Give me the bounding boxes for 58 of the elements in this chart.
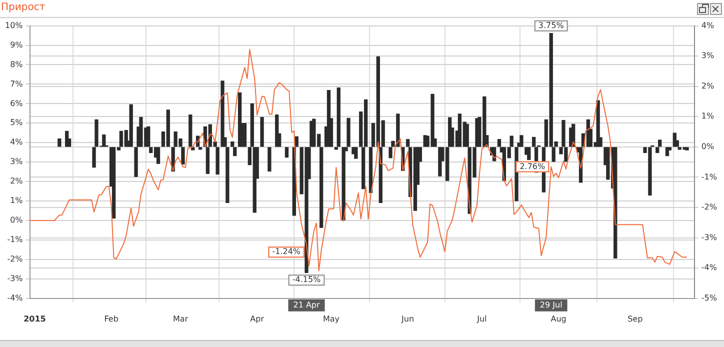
bar — [242, 123, 247, 147]
bar — [342, 147, 346, 220]
y2-tick-label: 4% — [701, 20, 715, 30]
y-tick-label: 7% — [10, 79, 24, 88]
y-tick-label: 5% — [10, 118, 24, 128]
x-tick-label: Apr — [250, 314, 265, 324]
bar — [354, 147, 358, 159]
bar — [58, 138, 62, 147]
y-tick-label: -2% — [7, 254, 24, 264]
bar — [188, 114, 192, 147]
y-tick-label: -3% — [7, 274, 24, 284]
bar — [102, 134, 106, 147]
bar — [284, 147, 289, 158]
y-tick-label: 9% — [10, 40, 24, 50]
y-tick-label: 8% — [10, 60, 24, 69]
bar — [260, 116, 264, 147]
bar — [336, 88, 340, 147]
bar — [220, 80, 224, 147]
bar — [527, 147, 531, 160]
bar — [156, 147, 160, 164]
x-tick-label: May — [322, 314, 340, 324]
x-tick-label: Feb — [104, 314, 118, 324]
data-label: 3.75% — [538, 20, 564, 30]
data-label: -1.24% — [272, 247, 301, 256]
y-tick-label: 2% — [10, 176, 24, 186]
x-tick-label: Sep — [628, 314, 643, 324]
y2-tick-label: 1% — [701, 112, 715, 121]
x-tick-label: 2015 — [24, 314, 46, 324]
y-tick-label: 6% — [10, 98, 24, 108]
y2-tick-label: 3% — [701, 51, 715, 60]
bar — [520, 135, 524, 147]
bar — [346, 118, 350, 147]
x-tick-label: Aug — [550, 314, 566, 324]
bar — [139, 116, 143, 147]
data-label: 2.76% — [520, 162, 546, 171]
x-tick-label: Mar — [172, 314, 189, 324]
y2-tick-label: -3% — [701, 232, 718, 242]
y2-tick-label: 0% — [701, 142, 715, 152]
chart-title: Прирост — [1, 2, 46, 13]
y-tick-label: -4% — [7, 293, 24, 302]
y-tick-label: 1% — [10, 196, 24, 206]
x-tick-label: Jun — [400, 314, 414, 324]
x-tick-label: Jul — [476, 314, 487, 324]
annotation: 29 Jul — [540, 300, 562, 310]
y2-tick-label: 2% — [701, 81, 715, 90]
y2-tick-label: -4% — [701, 263, 718, 272]
data-label: -4.15% — [292, 275, 322, 284]
y2-tick-label: -2% — [701, 202, 718, 212]
bar — [685, 147, 689, 150]
y-tick-label: 10% — [5, 20, 24, 30]
annotation: 21 Apr — [293, 300, 320, 310]
y-tick-label: 0% — [10, 216, 24, 225]
y-tick-label: -1% — [7, 235, 24, 244]
y2-tick-label: -5% — [701, 293, 718, 302]
bar — [268, 147, 272, 172]
y-tick-label: 3% — [10, 157, 24, 166]
y2-tick-label: -1% — [701, 172, 718, 182]
y-tick-label: 4% — [10, 138, 24, 147]
